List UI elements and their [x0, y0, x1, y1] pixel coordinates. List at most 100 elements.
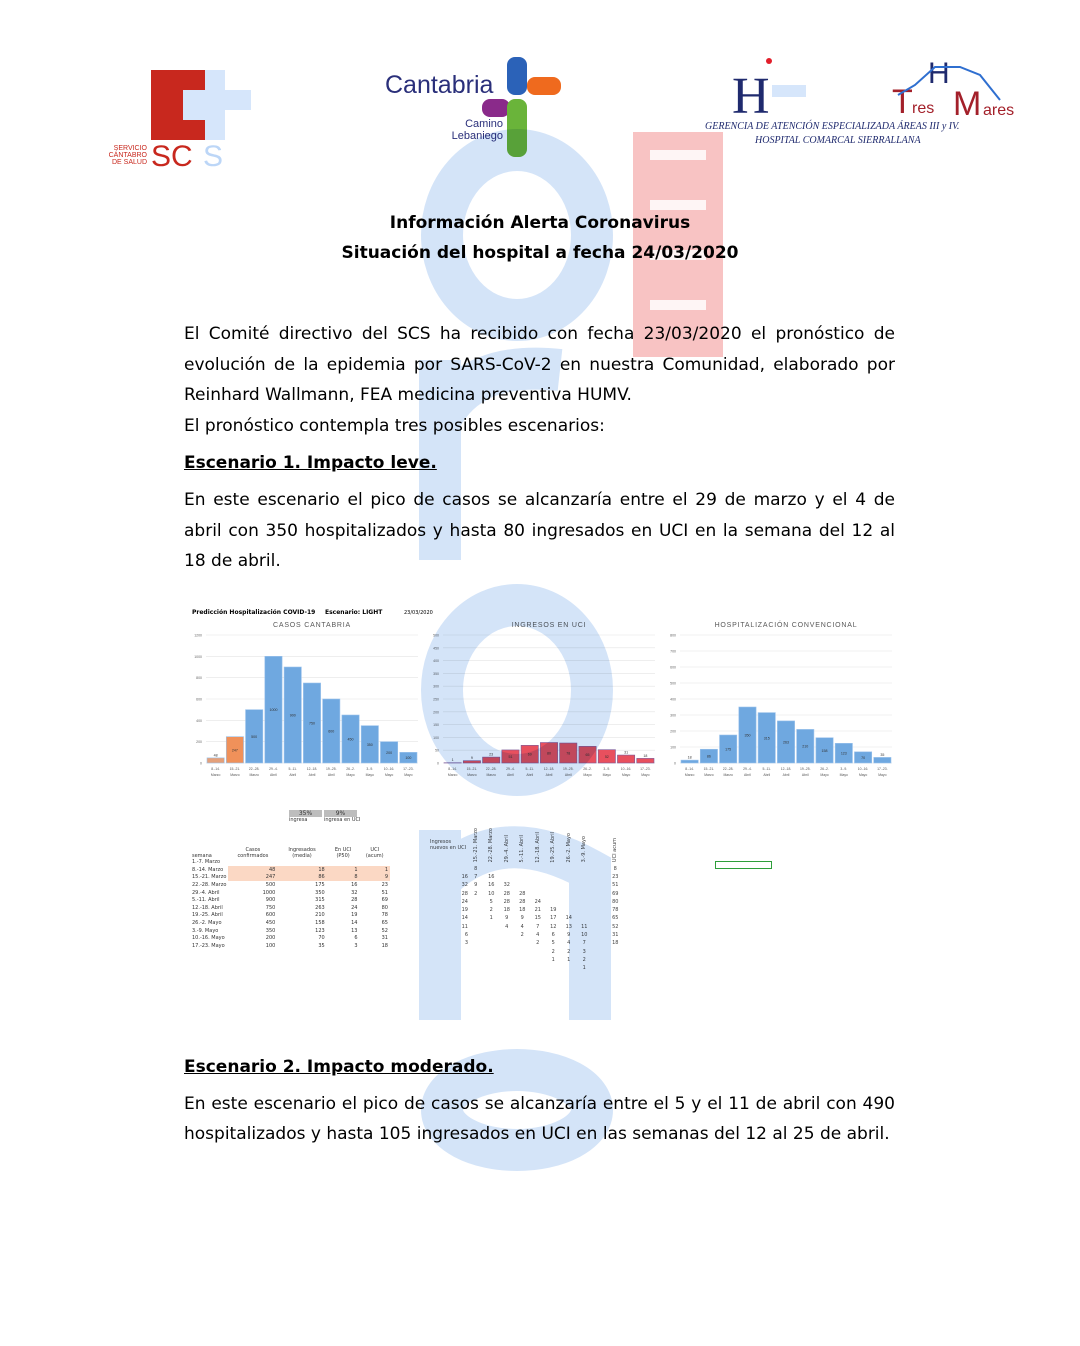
matrix-column-header: 5.-11. Abril [519, 834, 526, 863]
table-cell: 8 [326, 873, 360, 882]
matrix-cell [515, 865, 531, 873]
matrix-cell [468, 914, 484, 922]
matrix-cell: 4 [567, 940, 571, 947]
matrix-cell [608, 956, 624, 964]
x-tick-label: 3.-9. [603, 767, 610, 771]
matrix-cell: 16 [461, 873, 468, 880]
x-tick-label: 15.-21. [230, 767, 241, 771]
bar [399, 751, 418, 763]
table-cell [277, 859, 326, 867]
data-label: 52 [605, 754, 609, 758]
x-tick-label: Abril [289, 773, 296, 777]
matrix-cell: 28 [519, 898, 526, 905]
figure-scenario: Escenario: LIGHT [325, 608, 383, 616]
matrix-spacer [592, 939, 608, 947]
matrix-cell: 9 [567, 932, 571, 939]
svg-text:T: T [892, 83, 913, 121]
svg-text:SC: SC [151, 140, 193, 173]
data-label: 900 [290, 713, 296, 717]
matrix-cell [561, 881, 577, 889]
matrix-cell [561, 873, 577, 881]
matrix-cell: 8 [474, 865, 478, 872]
matrix-cell: 80 [612, 898, 619, 905]
table-cell: 31 [381, 935, 388, 942]
rates: 35% 9% ingresa ingresa en UCI [289, 809, 360, 823]
matrix-cell [468, 898, 484, 906]
scenario2-heading: Escenario 2. Impacto moderado. [184, 1056, 494, 1077]
x-tick-label: 29.-4. [743, 767, 752, 771]
x-tick-label: 22.-28. [723, 767, 734, 771]
table-cell: 350 [315, 889, 325, 896]
matrix-cell [546, 865, 562, 873]
selected-cell [715, 860, 772, 869]
matrix-header: Ingresos nuevos en UCI 15.-21. Marzo 22.-2… [430, 825, 623, 865]
x-tick-label: 26.-2. [583, 767, 592, 771]
matrix-cell [430, 947, 468, 955]
x-tick-label: Marzo [704, 773, 714, 777]
x-tick-label: Mayo [583, 773, 591, 777]
matrix-cell [468, 906, 484, 914]
table-cell: 8.-14. Marzo [192, 866, 224, 873]
x-tick-label: Abril [763, 773, 770, 777]
y-tick-label: 200 [196, 740, 202, 744]
matrix-cell: 2 [536, 940, 540, 947]
table-cell: 70 [318, 935, 325, 942]
matrix-cell: 28 [461, 890, 468, 897]
table-row: 12.-18. Abril 750 263 24 80 [190, 904, 390, 912]
matrix-row: 14 1 9 9 15 17 14 65 [430, 914, 623, 922]
x-tick-label: 17.-23. [640, 767, 651, 771]
data-label: 1 [452, 758, 454, 762]
bar [303, 682, 321, 763]
y-tick-label: 800 [196, 676, 202, 680]
matrix-spacer [592, 873, 608, 881]
scenario2-text: En este escenario el pico de casos se al… [184, 1093, 895, 1145]
x-tick-label: Marzo [211, 773, 221, 777]
table-cell: 450 [265, 920, 276, 927]
data-label: 35 [880, 752, 884, 756]
y-tick-label: 800 [670, 633, 676, 637]
y-tick-label: 350 [433, 671, 439, 675]
table-cell: 1 [359, 866, 390, 874]
matrix-cell: 52 [612, 923, 619, 930]
table-cell: 600 [265, 912, 276, 919]
x-tick-label: Abril [546, 773, 553, 777]
y-tick-label: 150 [433, 723, 439, 727]
table-cell: 175 [315, 882, 325, 889]
matrix-cell: 23 [612, 873, 619, 880]
y-tick-label: 450 [433, 646, 439, 650]
matrix-cell: 5 [489, 898, 493, 905]
x-tick-label: 17.-23. [877, 767, 888, 771]
table-cell: 48 [228, 866, 278, 874]
data-label: 123 [841, 751, 847, 755]
matrix-column-header: 22.-28. Marzo [488, 828, 495, 863]
uci-matrix: Ingresos nuevos en UCI 15.-21. Marzo 22.-2… [430, 825, 623, 973]
bar [854, 751, 873, 763]
matrix-cell [499, 865, 515, 873]
matrix-cell: 18 [503, 907, 510, 914]
column-header: Casos confirmados [237, 846, 269, 859]
bar [796, 728, 815, 763]
matrix-cell: 11 [581, 923, 588, 930]
table-cell: 350 [265, 927, 276, 934]
bar [680, 759, 699, 763]
data-label: 500 [251, 734, 257, 738]
table-cell: 22.-28. Marzo [192, 882, 227, 889]
x-tick-label: 12.-18. [544, 767, 555, 771]
matrix-spacer [592, 931, 608, 939]
matrix-cell [468, 947, 484, 955]
svg-text:H: H [732, 68, 770, 125]
matrix-cell [484, 923, 500, 931]
matrix-cell [546, 881, 562, 889]
chart-hospitalizacion: HOSPITALIZACIÓN CONVENCIONAL 0 100 200 300 40… [662, 603, 898, 785]
table-cell: 315 [315, 897, 325, 904]
matrix-cell [515, 873, 531, 881]
matrix-column-header: 26.-2. Mayo [565, 832, 572, 863]
matrix-cell: 1 [582, 965, 586, 972]
figure-title: Predicción Hospitalización COVID-19 [192, 608, 316, 616]
x-tick-label: 10.-16. [384, 767, 395, 771]
matrix-cell [577, 898, 593, 906]
matrix-cell [484, 947, 500, 955]
y-tick-label: 100 [433, 735, 439, 739]
matrix-cell [546, 964, 562, 972]
y-tick-label: 500 [433, 633, 439, 637]
